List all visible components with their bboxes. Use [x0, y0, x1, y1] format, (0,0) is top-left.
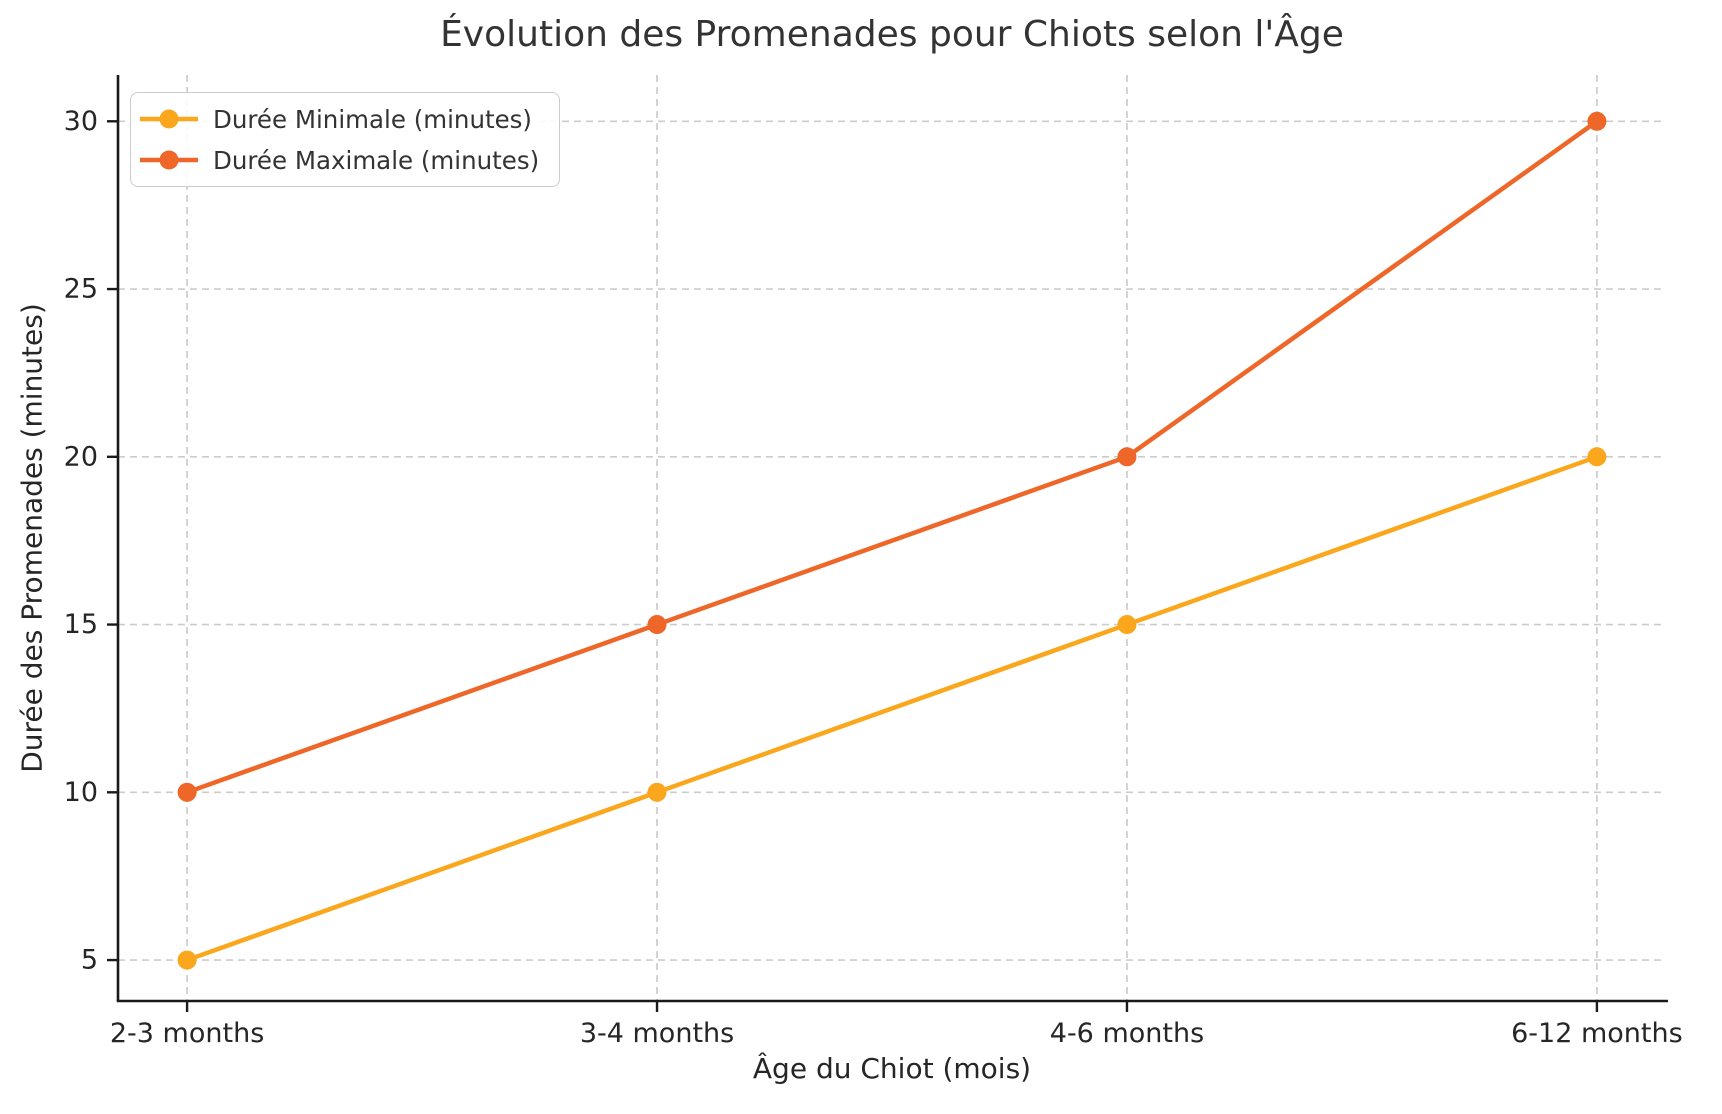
- data-point-marker-minimale: [1117, 615, 1137, 635]
- legend-item-minimale: Durée Minimale (minutes): [140, 102, 539, 136]
- legend-label-maximale: Durée Maximale (minutes): [213, 145, 540, 175]
- legend-swatch-minimale-icon: [140, 109, 198, 129]
- x-axis-label: Âge du Chiot (mois): [752, 1052, 1032, 1085]
- y-tick-label: 10: [64, 777, 98, 808]
- y-tick-label: 15: [64, 609, 98, 640]
- series-line-maximale: [184, 119, 1600, 795]
- x-tick-label: 2-3 months: [110, 1018, 264, 1049]
- data-point-marker-maximale: [647, 615, 667, 635]
- y-tick-label: 5: [81, 945, 98, 976]
- legend: Durée Minimale (minutes) Durée Maximale …: [130, 92, 561, 187]
- legend-swatch-maximale-icon: [140, 150, 198, 170]
- data-point-marker-minimale: [177, 950, 197, 970]
- data-point-marker-minimale: [1587, 447, 1607, 467]
- data-point-marker-maximale: [1587, 111, 1607, 131]
- y-tick-label: 25: [64, 274, 98, 305]
- data-point-marker-maximale: [177, 782, 197, 802]
- y-axis-label: Durée des Promenades (minutes): [15, 303, 49, 773]
- chart-title: Évolution des Promenades pour Chiots sel…: [440, 14, 1344, 55]
- x-tick-label: 3-4 months: [580, 1018, 734, 1049]
- series-line-minimale: [184, 454, 1600, 963]
- data-point-marker-minimale: [647, 782, 667, 802]
- x-tick-label: 4-6 months: [1050, 1018, 1204, 1049]
- y-tick-label: 20: [64, 441, 98, 472]
- x-tick-label: 6-12 months: [1511, 1018, 1683, 1049]
- legend-item-maximale: Durée Maximale (minutes): [140, 143, 539, 177]
- data-point-marker-maximale: [1117, 447, 1137, 467]
- y-tick-label: 30: [64, 106, 98, 137]
- legend-label-minimale: Durée Minimale (minutes): [213, 104, 532, 134]
